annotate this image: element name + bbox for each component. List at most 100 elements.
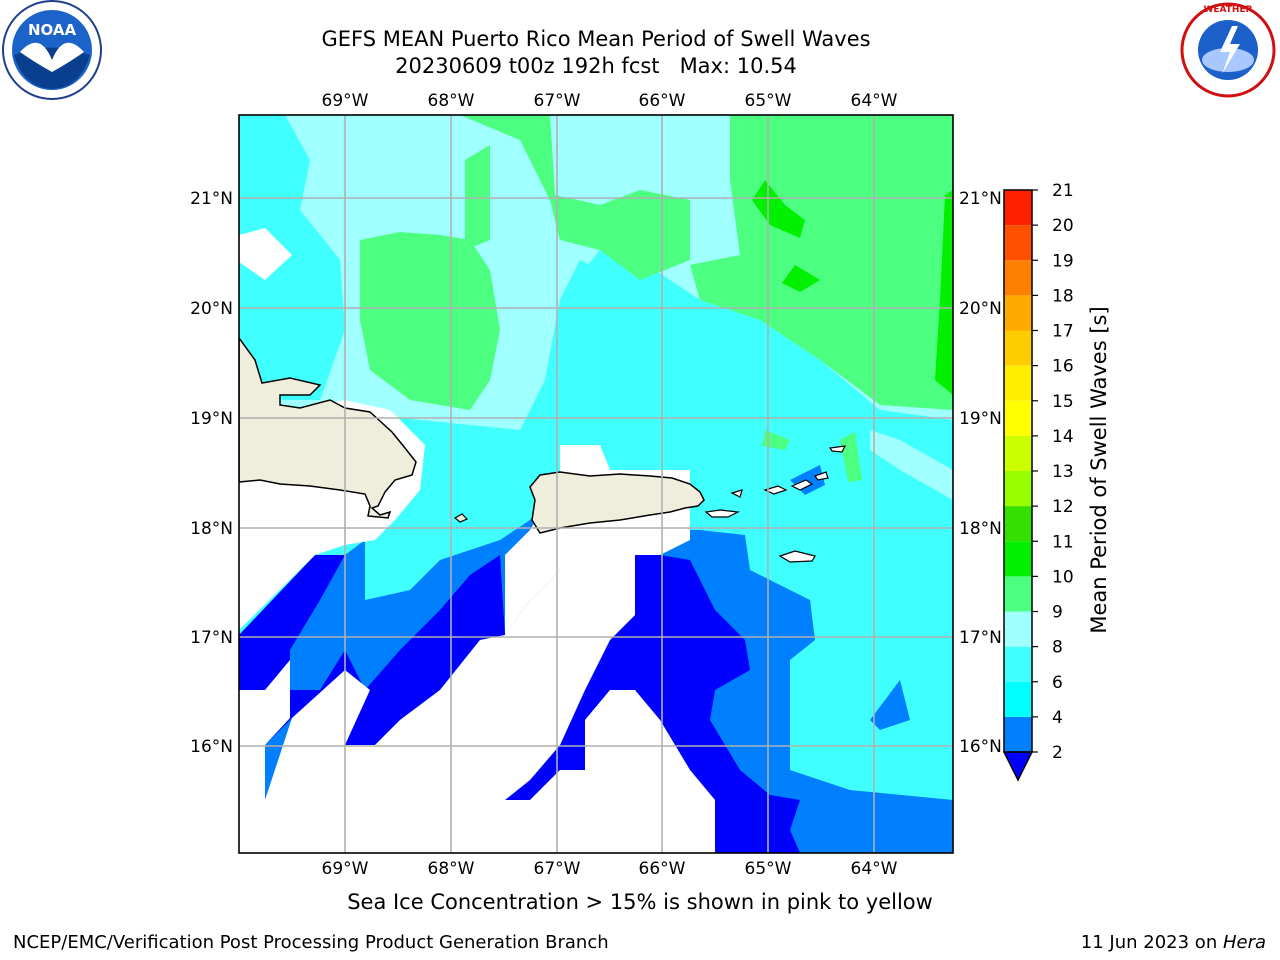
lon-label-top: 65°W xyxy=(745,91,792,111)
colorbar-segment xyxy=(1004,681,1032,717)
lat-label-right: 18°N xyxy=(959,519,1002,539)
colorbar-segment xyxy=(1004,260,1032,296)
footer-date: 11 Jun 2023 on Hera xyxy=(1081,932,1266,953)
colorbar-segment xyxy=(1004,295,1032,331)
footer-date-text: 11 Jun 2023 on xyxy=(1080,932,1223,953)
lat-label-right: 17°N xyxy=(959,628,1002,648)
band-9-10-north-center xyxy=(460,115,690,280)
lat-label-right: 20°N xyxy=(959,299,1002,319)
sea-ice-note: Sea Ice Concentration > 15% is shown in … xyxy=(347,890,933,914)
colorbar-tick-label: 18 xyxy=(1052,286,1074,306)
lon-label-bottom: 66°W xyxy=(639,859,686,879)
colorbar-tick-label: 13 xyxy=(1052,462,1074,482)
colorbar-tick-label: 12 xyxy=(1052,497,1074,517)
colorbar-segment xyxy=(1004,506,1032,542)
colorbar-tick-label: 20 xyxy=(1052,216,1074,236)
no-data-nw xyxy=(239,228,292,280)
lat-label-left: 19°N xyxy=(190,409,233,429)
colorbar-tick-label: 15 xyxy=(1052,392,1074,412)
lat-label-left: 16°N xyxy=(190,737,233,757)
colorbar-segment xyxy=(1004,716,1032,752)
st-thomas-island xyxy=(763,485,788,495)
culebra-island xyxy=(730,489,743,498)
lon-label-bottom: 69°W xyxy=(322,859,369,879)
nws-logo: WEATHER xyxy=(1176,0,1280,100)
colorbar-tick-label: 2 xyxy=(1052,743,1063,763)
band-9-10-islet xyxy=(762,430,790,450)
band-6-8-west xyxy=(239,115,345,400)
colorbar-segment xyxy=(1004,365,1032,401)
colorbar-segment xyxy=(1004,471,1032,507)
chart-subtitle: 20230609 t00z 192h fcst Max: 10.54 xyxy=(395,54,797,78)
noaa-logo: NOAA xyxy=(0,0,105,105)
band-4-6-patch xyxy=(870,680,910,730)
puerto-rico-land xyxy=(529,471,705,534)
colorbar-tick-label: 6 xyxy=(1052,673,1063,693)
band-10-11-patch-c xyxy=(935,190,953,395)
colorbar-segment xyxy=(1004,435,1032,471)
svg-text:WEATHER: WEATHER xyxy=(1203,5,1252,15)
lon-label-top: 69°W xyxy=(322,91,369,111)
lat-label-left: 17°N xyxy=(190,628,233,648)
lat-label-right: 16°N xyxy=(959,737,1002,757)
st-croix-island xyxy=(778,550,816,563)
no-data-south xyxy=(239,570,715,853)
band-9-10-islet-2 xyxy=(840,432,862,482)
colorbar-segment xyxy=(1004,541,1032,577)
band-2-4-south xyxy=(505,555,800,853)
colorbar-segment xyxy=(1004,330,1032,366)
colorbar-segment xyxy=(1004,646,1032,682)
noaa-logo-icon: NOAA xyxy=(2,0,102,100)
lon-label-bottom: 64°W xyxy=(851,859,898,879)
hispaniola-land xyxy=(239,336,417,519)
band-10-11-patch-a xyxy=(752,180,805,238)
colorbar-tick-label: 14 xyxy=(1052,427,1074,447)
lon-label-top: 67°W xyxy=(534,91,581,111)
lat-label-left: 20°N xyxy=(190,299,233,319)
colorbar-segment xyxy=(1004,400,1032,436)
lat-label-right: 19°N xyxy=(959,409,1002,429)
footer-host: Hera xyxy=(1222,932,1266,953)
band-9-10-northeast xyxy=(690,115,953,410)
lon-label-bottom: 67°W xyxy=(534,859,581,879)
lon-label-bottom: 68°W xyxy=(428,859,475,879)
lon-label-bottom: 65°W xyxy=(745,859,792,879)
colorbar-label: Mean Period of Swell Waves [s] xyxy=(1087,306,1111,633)
band-9-10-west xyxy=(360,232,500,410)
band-6-8-patch xyxy=(560,260,620,340)
lat-label-left: 21°N xyxy=(190,189,233,209)
no-data-west xyxy=(239,660,290,800)
lon-label-top: 68°W xyxy=(428,91,475,111)
tortola-island xyxy=(790,479,814,491)
colorbar-tick-label: 17 xyxy=(1052,322,1074,342)
colorbar-segment xyxy=(1004,190,1032,226)
map-frame xyxy=(238,114,954,854)
colorbar-tick-label: 9 xyxy=(1052,603,1063,623)
chart-title: GEFS MEAN Puerto Rico Mean Period of Swe… xyxy=(321,27,871,51)
vieques-island xyxy=(704,509,741,518)
band-10-11-patch-b xyxy=(782,265,820,292)
band-8-9-east xyxy=(870,430,953,500)
swell-period-field xyxy=(239,115,953,853)
colorbar-tick-label: 10 xyxy=(1052,567,1074,587)
colorbar-extension xyxy=(1002,751,1034,782)
colorbar-segment xyxy=(1004,576,1032,612)
lat-label-left: 18°N xyxy=(190,519,233,539)
footer-credit: NCEP/EMC/Verification Post Processing Pr… xyxy=(13,932,609,953)
nws-logo-icon: WEATHER xyxy=(1180,2,1276,98)
virgin-gorda-island xyxy=(814,471,829,481)
lon-label-top: 64°W xyxy=(851,91,898,111)
colorbar-tick-label: 19 xyxy=(1052,251,1074,271)
colorbar-tick-label: 16 xyxy=(1052,357,1074,377)
colorbar-segment xyxy=(1004,225,1032,261)
colorbar-tick-label: 11 xyxy=(1052,532,1074,552)
lon-label-top: 66°W xyxy=(639,91,686,111)
lat-label-right: 21°N xyxy=(959,189,1002,209)
mona-island xyxy=(453,513,469,523)
colorbar: 2 4 6 8 9 10 11 12 13 14 15 16 17 18 19 20 21 xyxy=(1002,181,1074,782)
colorbar-tick-label: 8 xyxy=(1052,638,1063,658)
svg-text:NOAA: NOAA xyxy=(28,21,77,39)
band-2-4-west xyxy=(239,555,505,800)
colorbar-segment xyxy=(1004,611,1032,647)
